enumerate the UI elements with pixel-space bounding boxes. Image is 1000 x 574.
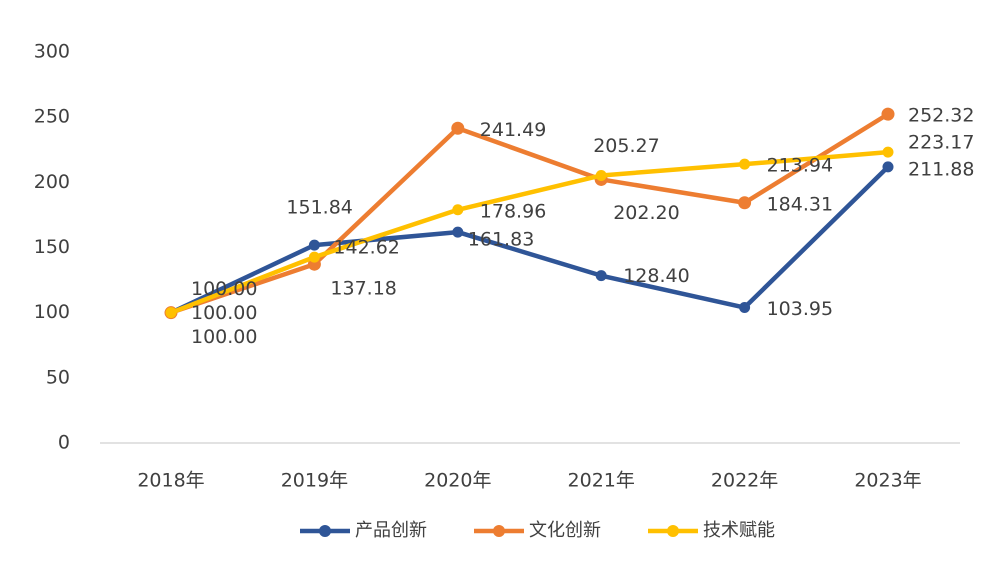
y-axis: 0 50 100 150 200 250 300 (34, 41, 70, 454)
legend-label: 技术赋能 (703, 520, 775, 541)
data-label: 161.83 (468, 229, 534, 251)
y-tick-label: 300 (34, 41, 70, 63)
data-label: 151.84 (286, 197, 352, 219)
y-tick-label: 200 (34, 171, 70, 193)
data-label: 142.62 (333, 237, 399, 259)
data-label: 100.00 (191, 278, 257, 300)
data-point (452, 226, 464, 238)
data-point (308, 239, 320, 251)
data-point (881, 107, 895, 121)
data-point (882, 146, 894, 158)
data-point (739, 158, 751, 170)
x-tick-label: 2018年 (137, 470, 204, 492)
data-point (165, 307, 177, 319)
data-label: 100.00 (191, 326, 257, 348)
plot-area (164, 107, 895, 320)
y-tick-label: 150 (34, 236, 70, 258)
y-tick-label: 0 (58, 432, 70, 454)
data-label: 184.31 (767, 193, 833, 215)
data-label: 202.20 (613, 202, 679, 224)
data-label: 211.88 (908, 158, 974, 180)
data-label: 128.40 (623, 265, 689, 287)
data-point (738, 196, 752, 210)
data-point (882, 161, 894, 173)
series-line-2 (170, 149, 889, 315)
series-line-1 (170, 112, 890, 315)
data-label: 178.96 (480, 200, 546, 222)
x-tick-label: 2023年 (854, 470, 921, 492)
legend-swatch-marker (667, 525, 679, 537)
data-point (739, 302, 751, 314)
legend-label: 产品创新 (355, 520, 427, 541)
data-label: 223.17 (908, 132, 974, 154)
data-point (595, 169, 607, 181)
legend-label: 文化创新 (529, 520, 601, 541)
x-axis: 2018年 2019年 2020年 2021年 2022年 2023年 (137, 470, 921, 492)
y-tick-label: 250 (34, 106, 70, 128)
data-point (451, 121, 465, 135)
data-point (452, 204, 464, 216)
legend-swatch-marker (493, 525, 505, 537)
legend-item: 产品创新 (300, 520, 427, 541)
data-label: 241.49 (480, 119, 546, 141)
x-tick-label: 2020年 (424, 470, 491, 492)
data-label: 205.27 (593, 135, 659, 157)
y-tick-label: 50 (46, 366, 70, 388)
x-tick-label: 2021年 (568, 470, 635, 492)
data-point (595, 270, 607, 282)
data-label: 252.32 (908, 105, 974, 127)
series-line-0 (170, 165, 890, 315)
data-label: 213.94 (767, 155, 833, 177)
data-label: 103.95 (767, 298, 833, 320)
legend-swatch-marker (319, 525, 331, 537)
y-tick-label: 100 (34, 301, 70, 323)
legend: 产品创新 文化创新 技术赋能 (300, 520, 775, 541)
data-label: 100.00 (191, 302, 257, 324)
data-point (308, 251, 320, 263)
data-label: 137.18 (330, 278, 396, 300)
data-labels: 100.00 151.84 161.83 128.40 103.95 211.88 100.… (191, 105, 974, 349)
x-tick-label: 2022年 (711, 470, 778, 492)
legend-item: 文化创新 (474, 520, 601, 541)
legend-item: 技术赋能 (648, 520, 775, 541)
x-tick-label: 2019年 (281, 470, 348, 492)
